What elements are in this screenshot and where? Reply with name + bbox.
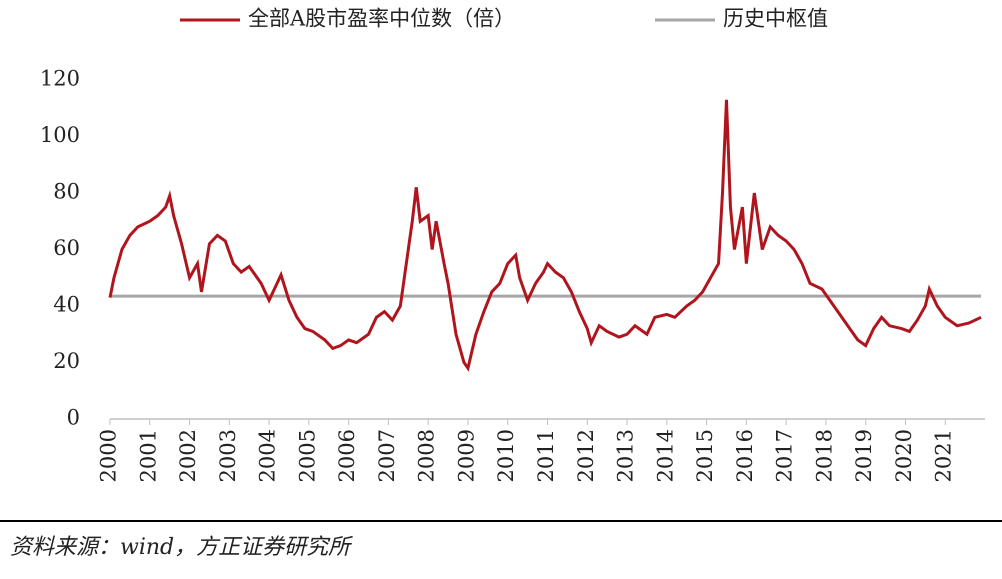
x-tick-label: 2009 (454, 429, 478, 482)
x-tick-label: 2011 (534, 429, 558, 482)
x-tick-label: 2005 (295, 429, 319, 482)
legend-label: 全部A股市盈率中位数（倍） (248, 7, 515, 31)
y-tick-label: 20 (53, 349, 80, 373)
source: 资料来源：wind，方正证券研究所 (10, 535, 353, 560)
x-tick-label: 2015 (693, 429, 717, 482)
y-tick-label: 60 (53, 236, 80, 260)
x-tick-label: 2019 (852, 429, 876, 482)
y-tick-label: 100 (40, 123, 80, 147)
x-tick-label: 2003 (216, 429, 240, 482)
x-tick-label: 2004 (256, 429, 280, 482)
x-tick-label: 2017 (773, 429, 797, 482)
series-line (108, 99, 982, 372)
x-tick-label: 2012 (574, 429, 598, 482)
x-tick-label: 2007 (375, 429, 399, 482)
y-tick-label: 120 (40, 67, 80, 91)
x-tick-label: 2010 (494, 429, 518, 482)
x-tick-label: 2002 (176, 429, 200, 482)
legend-label: 历史中枢值 (723, 7, 828, 31)
x-tick-label: 2021 (932, 429, 956, 482)
x-tick-label: 2006 (335, 429, 359, 482)
x-tick-label: 2000 (97, 429, 121, 482)
x-tick-label: 2014 (653, 429, 677, 482)
x-tick-label: 2013 (614, 429, 638, 482)
x-tick-label: 2008 (415, 429, 439, 482)
x-tick-label: 2018 (812, 429, 836, 482)
y-tick-label: 80 (53, 180, 80, 204)
x-tick-label: 2001 (136, 429, 160, 482)
y-tick-label: 0 (67, 406, 80, 430)
x-tick-label: 2016 (733, 429, 757, 482)
y-tick-label: 40 (53, 293, 80, 317)
x-tick-label: 2020 (892, 429, 916, 482)
